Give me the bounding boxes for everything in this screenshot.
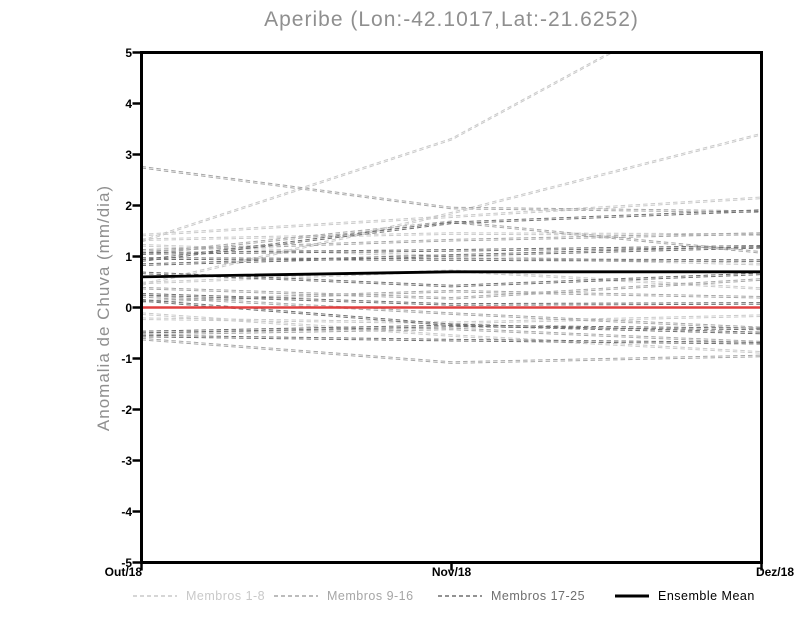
member-16-line: [141, 222, 762, 256]
member-16-line: [141, 220, 762, 254]
member-15-line: [141, 291, 762, 303]
member-11-line: [141, 279, 762, 300]
member-18-line: [141, 258, 762, 262]
member-20-line: [141, 273, 762, 288]
member-24-line: [141, 336, 762, 345]
member-8-line: [141, 314, 762, 323]
legend-membros-17-25: Membros 17-25: [438, 588, 585, 604]
member-11-line: [141, 278, 762, 299]
member-10-line: [141, 232, 762, 251]
legend-membros-1-8-label: Membros 1-8: [186, 589, 266, 603]
member-9-line: [141, 165, 762, 212]
legend-membros-1-8: Membros 1-8: [133, 588, 265, 604]
legend-membros-9-16-line-sample: [274, 595, 318, 597]
member-13-line: [141, 327, 762, 342]
member-3-line: [141, 196, 762, 235]
member-14-line: [141, 339, 762, 364]
member-24-line: [141, 334, 762, 343]
member-25-line: [141, 210, 762, 262]
member-2-line: [141, 132, 762, 285]
legend-membros-1-8-line-sample: [133, 595, 177, 597]
member-9-line: [141, 167, 762, 213]
member-5-line: [141, 243, 762, 264]
x-tick-label-out-18: Out/18: [104, 565, 142, 579]
member-22-line: [141, 300, 762, 335]
member-17-line: [141, 246, 762, 255]
legend-membros-17-25-label: Membros 17-25: [491, 589, 586, 603]
member-1-line: [141, 52, 611, 241]
y-tick-label-3: 3: [125, 147, 132, 162]
legend-membros-9-16-label: Membros 9-16: [327, 589, 414, 603]
member-7-line: [141, 313, 762, 354]
ensemble-mean-line: [141, 270, 762, 279]
y-tick-label-2: 2: [125, 198, 132, 213]
member-15-line: [141, 289, 762, 302]
member-18-line: [141, 257, 762, 261]
member-19-line: [141, 246, 762, 265]
x-tick-label-nov-18: Nov/18: [431, 565, 472, 579]
legend-membros-9-16: Membros 9-16: [274, 588, 414, 604]
member-12-line: [141, 294, 762, 328]
member-23-line: [141, 326, 762, 334]
member-17-line: [141, 245, 762, 254]
member-3-line: [141, 198, 762, 237]
member-5-line: [141, 245, 762, 266]
y-tick-label--3: -3: [121, 453, 132, 468]
y-tick-label--1: -1: [121, 351, 132, 366]
member-22-line: [141, 299, 762, 333]
member-2-line: [141, 134, 762, 286]
y-tick-label-4: 4: [125, 96, 132, 111]
member-4-line: [141, 232, 762, 240]
member-6-line: [141, 269, 762, 289]
legend-membros-17-25-line-sample: [438, 595, 482, 597]
member-21-line: [141, 294, 762, 306]
legend-ensemble-mean: Ensemble Mean: [615, 588, 755, 604]
y-tick-label--5: -5: [121, 555, 132, 570]
member-19-line: [141, 247, 762, 266]
chart-title: Aperibe (Lon:-42.1017,Lat:-21.6252): [264, 8, 639, 31]
y-tick-label-5: 5: [125, 45, 132, 60]
member-20-line: [141, 271, 762, 286]
member-1-line: [141, 52, 614, 243]
member-4-line: [141, 233, 762, 241]
member-21-line: [141, 292, 762, 305]
member-7-line: [141, 312, 762, 353]
legend-ensemble-mean-line-sample: [615, 594, 649, 598]
y-tick-label--2: -2: [121, 402, 132, 417]
member-12-line: [141, 296, 762, 330]
y-tick-label--4: -4: [121, 504, 132, 519]
member-10-line: [141, 233, 762, 252]
y-tick-label-1: 1: [125, 249, 132, 264]
member-25-line: [141, 209, 762, 261]
y-tick-label-0: 0: [125, 300, 132, 315]
x-tick-label-dez-18: Dez/18: [755, 565, 794, 579]
axis-frame: [140, 51, 763, 564]
legend-ensemble-mean-label: Ensemble Mean: [658, 589, 755, 603]
member-23-line: [141, 324, 762, 332]
member-13-line: [141, 329, 762, 344]
member-14-line: [141, 337, 762, 363]
